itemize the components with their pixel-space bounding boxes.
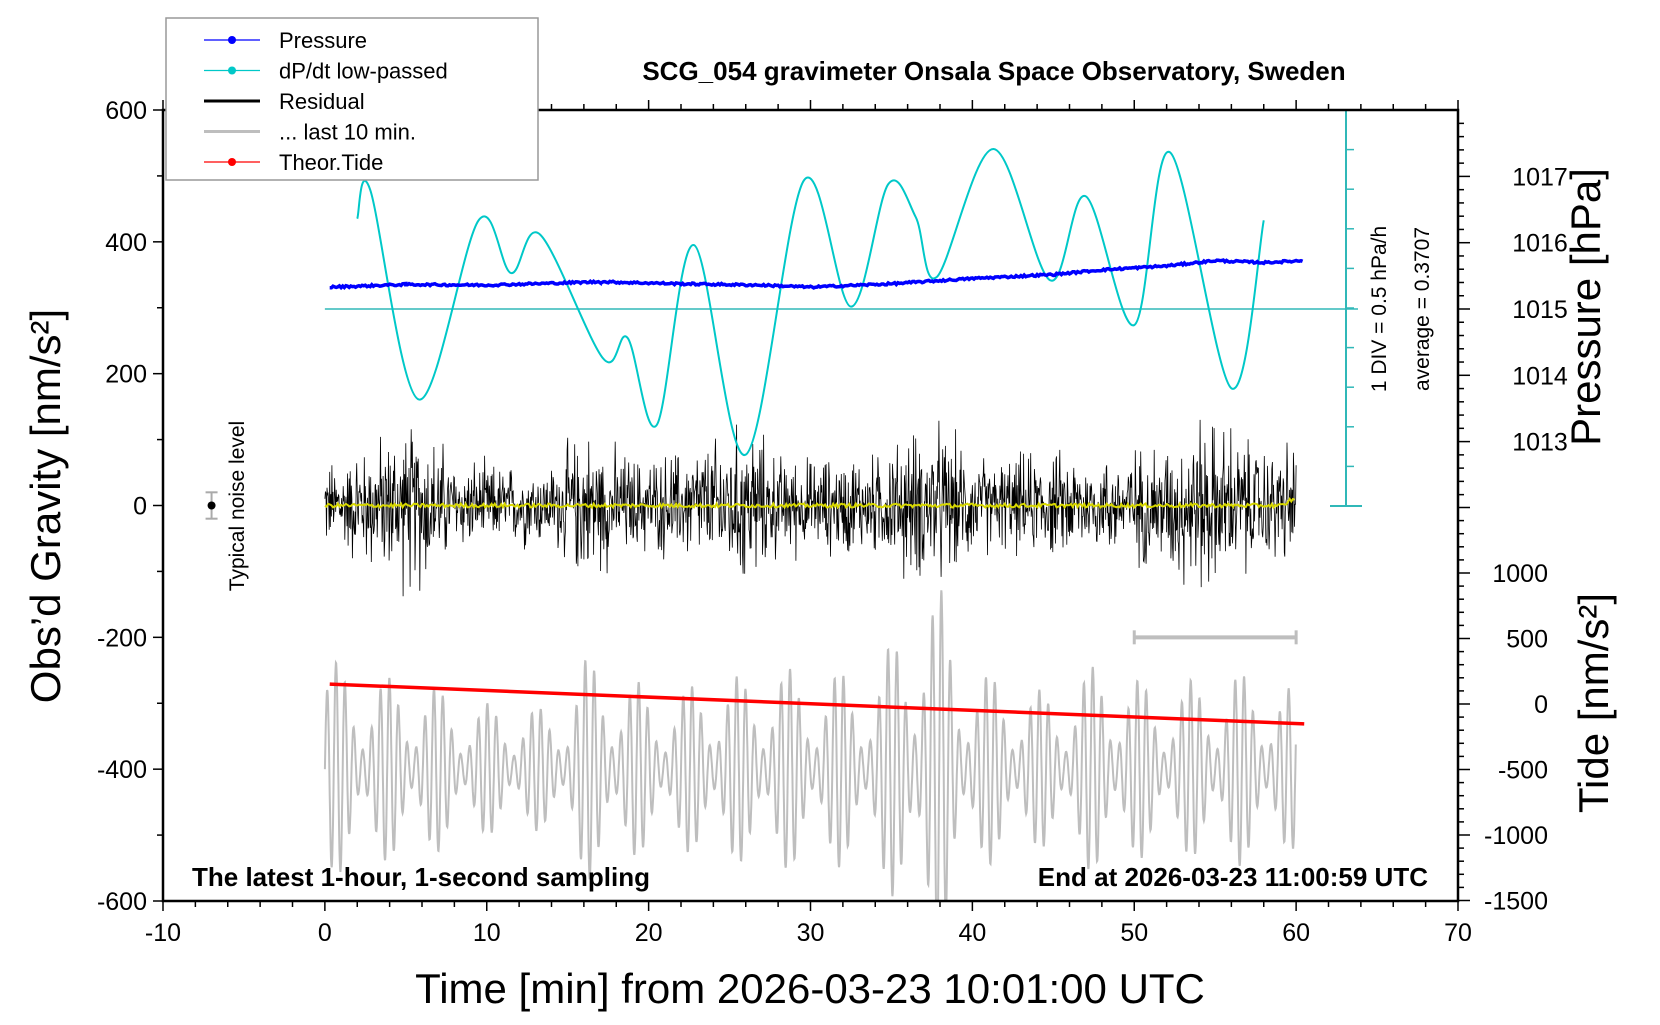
pressure-tick-label: 1016	[1512, 230, 1568, 258]
note-end-time: End at 2026-03-23 11:00:59 UTC	[1038, 862, 1428, 892]
legend-label: Residual	[279, 89, 365, 114]
dpdt-scale-label: 1 DIV = 0.5 hPa/h	[1368, 226, 1391, 392]
legend-box	[165, 17, 539, 181]
note-sampling: The latest 1-hour, 1-second sampling	[192, 862, 650, 892]
y-axis-label-pressure: Pressure [hPa]	[1562, 168, 1609, 446]
tide-tick-label: -500	[1498, 757, 1548, 785]
x-tick-label: 40	[958, 919, 986, 947]
x-tick-label: 0	[318, 919, 332, 947]
tide-tick-label: 1000	[1492, 560, 1548, 588]
legend-label: Theor.Tide	[279, 150, 383, 175]
dpdt-average-label: average = 0.3707	[1411, 227, 1434, 391]
y-tick-label: -600	[97, 888, 147, 916]
y-tick-label: 200	[105, 361, 147, 389]
legend-marker	[228, 36, 236, 44]
chart-title: SCG_054 gravimeter Onsala Space Observat…	[642, 56, 1345, 86]
legend-label: dP/dt low-passed	[279, 59, 448, 84]
y-tick-label: -400	[97, 756, 147, 784]
pressure-tick-label: 1013	[1512, 429, 1568, 457]
y-tick-label: -200	[97, 624, 147, 652]
noise-level-point	[207, 501, 216, 510]
tide-tick-label: 0	[1534, 691, 1548, 719]
x-axis-label: Time [min] from 2026-03-23 10:01:00 UTC	[415, 965, 1205, 1012]
x-tick-label: 70	[1444, 919, 1472, 947]
x-tick-label: 60	[1282, 919, 1310, 947]
pressure-tick-label: 1014	[1512, 362, 1568, 390]
tide-tick-label: -1000	[1484, 822, 1548, 850]
y-axis-label-tide: Tide [nm/s²]	[1570, 593, 1617, 813]
x-tick-label: -10	[145, 919, 181, 947]
dpdt-line	[356, 148, 1265, 456]
y-tick-label: 600	[105, 97, 147, 125]
legend-marker	[228, 66, 236, 75]
axis-ticks: -10 0 10 20 30 40 50 60 70 600 400 200 0 -200 -400 -600…	[97, 97, 1568, 947]
last-10-min-line	[323, 590, 1297, 901]
theor-tide-line	[329, 682, 1305, 726]
tide-tick-label: -1500	[1484, 888, 1548, 916]
legend: Pressure dP/dt low-passed Residual ... last…	[165, 17, 539, 181]
residual-lowpass-line	[324, 496, 1295, 510]
y-tick-label: 400	[105, 229, 147, 257]
pressure-tick-label: 1017	[1512, 163, 1568, 191]
noise-level-label: Typical noise level	[226, 421, 249, 591]
x-tick-label: 30	[797, 919, 825, 947]
plot-data	[205, 109, 1362, 901]
x-tick-label: 50	[1120, 919, 1148, 947]
plot-frame	[161, 108, 1460, 903]
legend-marker	[228, 158, 236, 166]
pressure-tick-label: 1015	[1512, 296, 1568, 324]
y-tick-label: 0	[133, 493, 147, 521]
pressure-line	[329, 258, 1304, 291]
x-tick-label: 10	[473, 919, 501, 947]
y-axis-label-left: Obs’d Gravity [nm/s²]	[22, 309, 69, 703]
tide-tick-label: 500	[1506, 626, 1548, 654]
legend-label: Pressure	[279, 28, 367, 53]
legend-label: ... last 10 min.	[279, 120, 416, 145]
x-tick-label: 20	[635, 919, 663, 947]
